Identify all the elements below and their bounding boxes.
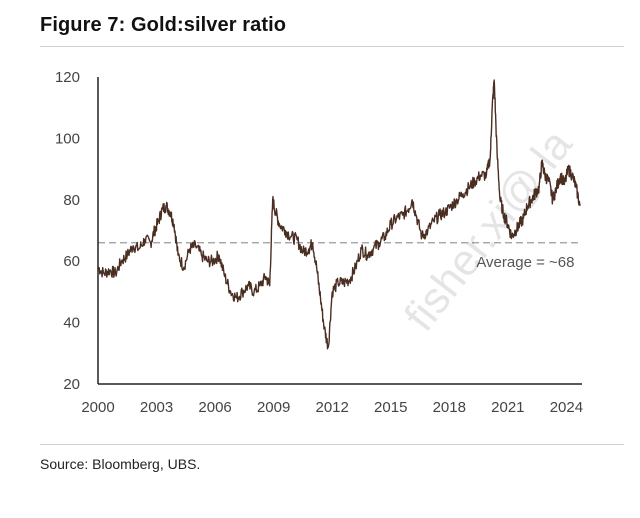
x-tick-label: 2003 — [140, 399, 173, 416]
y-tick-label: 100 — [55, 130, 80, 147]
y-tick-label: 120 — [55, 69, 80, 86]
average-label: Average = ~68 — [476, 254, 574, 271]
title-divider — [40, 46, 624, 47]
x-tick-label: 2012 — [316, 399, 349, 416]
x-tick-label: 2015 — [374, 399, 407, 416]
x-tick-label: 2018 — [433, 399, 466, 416]
x-tick-label: 2024 — [550, 399, 583, 416]
gold-silver-ratio-chart: Average = ~68 20 40 60 80 100 120 2000 2003 200… — [55, 69, 583, 416]
x-tick-label: 2021 — [491, 399, 524, 416]
x-tick-label: 2000 — [81, 399, 114, 416]
gold-silver-ratio-line — [97, 79, 581, 350]
y-tick-label: 60 — [63, 253, 80, 270]
y-tick-label: 20 — [63, 376, 80, 393]
figure-title: Figure 7: Gold:silver ratio — [40, 14, 287, 36]
y-tick-label: 40 — [63, 315, 80, 332]
source-note: Source: Bloomberg, UBS. — [40, 456, 201, 472]
x-tick-label: 2009 — [257, 399, 290, 416]
y-tick-label: 80 — [63, 192, 80, 209]
x-tick-label: 2006 — [198, 399, 231, 416]
source-divider — [40, 444, 624, 445]
